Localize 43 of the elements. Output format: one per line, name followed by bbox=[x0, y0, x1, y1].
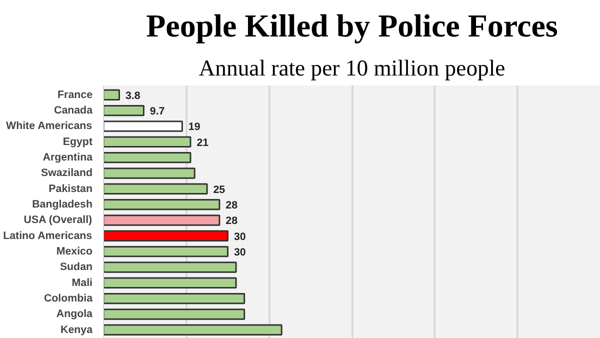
y-tick-label: USA (Overall) bbox=[24, 214, 93, 226]
bar bbox=[104, 292, 246, 304]
data-label: 9.7 bbox=[150, 106, 165, 118]
y-tick-label: Canada bbox=[54, 104, 93, 117]
y-tick-label: Mexico bbox=[56, 246, 93, 258]
data-label: 21 bbox=[196, 136, 209, 149]
y-tick-label: Swaziland bbox=[40, 167, 93, 180]
bar bbox=[104, 136, 192, 148]
data-label: 30 bbox=[234, 230, 246, 243]
bar bbox=[104, 214, 220, 226]
y-tick-label: Bangladesh bbox=[32, 198, 93, 211]
bar bbox=[104, 262, 237, 273]
y-tick-label: Egypt bbox=[62, 136, 93, 148]
y-tick-label: Latino Americans bbox=[3, 230, 92, 242]
y-tick-label: Angola bbox=[56, 308, 93, 320]
y-tick-label: Mali bbox=[72, 276, 93, 289]
data-label: 28 bbox=[226, 215, 238, 228]
bar bbox=[104, 246, 228, 258]
bar bbox=[104, 104, 144, 116]
y-tick-label: Pakistan bbox=[48, 182, 93, 195]
data-label: 28 bbox=[226, 200, 238, 212]
bar bbox=[104, 120, 183, 132]
bar bbox=[104, 324, 282, 336]
y-tick-label: Sudan bbox=[60, 261, 92, 274]
y-tick-label: Kenya bbox=[60, 324, 93, 336]
chart-subtitle: Annual rate per 10 million people bbox=[198, 56, 506, 80]
bar bbox=[104, 198, 220, 210]
data-label: 3.8 bbox=[125, 90, 140, 102]
y-tick-label: Argentina bbox=[42, 152, 93, 164]
y-tick-label: France bbox=[58, 88, 93, 101]
y-tick-label: White Americans bbox=[6, 120, 92, 132]
data-label: 19 bbox=[188, 121, 200, 134]
bar bbox=[104, 277, 237, 288]
bar bbox=[104, 89, 120, 101]
y-tick-label: Colombia bbox=[44, 292, 93, 305]
data-label: 30 bbox=[234, 246, 246, 259]
bar bbox=[104, 152, 192, 164]
chart-title: People Killed by Police Forces bbox=[146, 8, 558, 44]
bar bbox=[104, 168, 196, 179]
data-label: 25 bbox=[213, 184, 226, 196]
bar bbox=[104, 308, 246, 320]
bar bbox=[104, 183, 208, 194]
bar bbox=[104, 230, 228, 242]
